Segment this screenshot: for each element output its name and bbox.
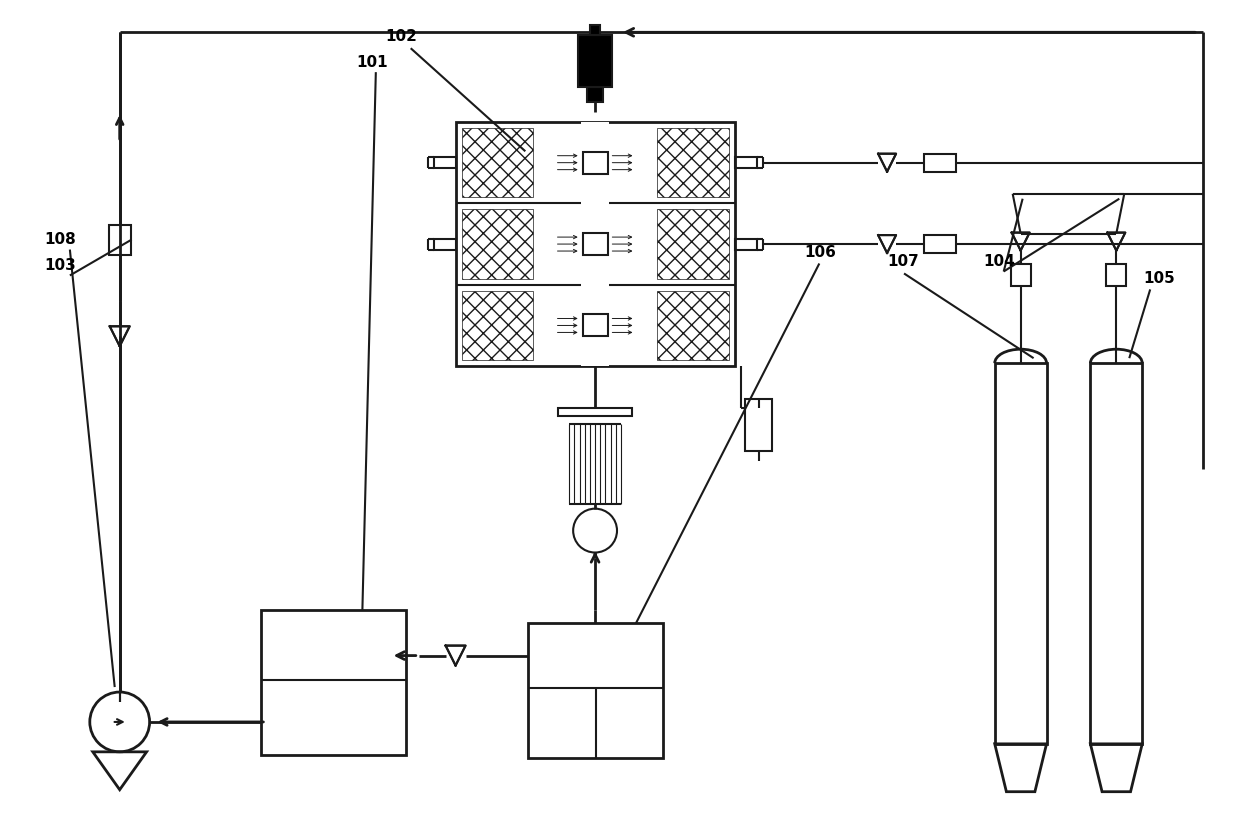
- Bar: [657, 209, 729, 279]
- Bar: [461, 128, 533, 197]
- Bar: [1011, 264, 1030, 287]
- Bar: [1106, 264, 1126, 287]
- Bar: [587, 87, 603, 102]
- Bar: [657, 291, 729, 360]
- Bar: [455, 122, 734, 366]
- Text: 104: 104: [983, 255, 1016, 269]
- Bar: [924, 154, 956, 172]
- Bar: [262, 610, 405, 754]
- Bar: [734, 239, 756, 250]
- Bar: [109, 225, 130, 255]
- Text: 102: 102: [386, 30, 418, 44]
- Bar: [434, 239, 455, 250]
- Bar: [657, 128, 729, 197]
- Bar: [583, 152, 608, 173]
- Bar: [558, 408, 632, 416]
- Bar: [434, 157, 455, 168]
- Bar: [583, 233, 608, 255]
- Text: 101: 101: [356, 55, 388, 70]
- Bar: [744, 399, 773, 451]
- Bar: [461, 291, 533, 360]
- Bar: [582, 122, 609, 366]
- Bar: [734, 157, 756, 168]
- Bar: [1090, 363, 1142, 744]
- Bar: [528, 623, 663, 758]
- Text: 106: 106: [805, 245, 836, 259]
- Text: 103: 103: [43, 259, 76, 273]
- Text: 105: 105: [1143, 272, 1176, 287]
- Bar: [461, 209, 533, 279]
- Text: 108: 108: [43, 232, 76, 246]
- Bar: [590, 25, 600, 35]
- Bar: [583, 314, 608, 337]
- Text: 107: 107: [887, 255, 919, 269]
- Bar: [578, 35, 613, 87]
- Bar: [924, 235, 956, 253]
- Bar: [994, 363, 1047, 744]
